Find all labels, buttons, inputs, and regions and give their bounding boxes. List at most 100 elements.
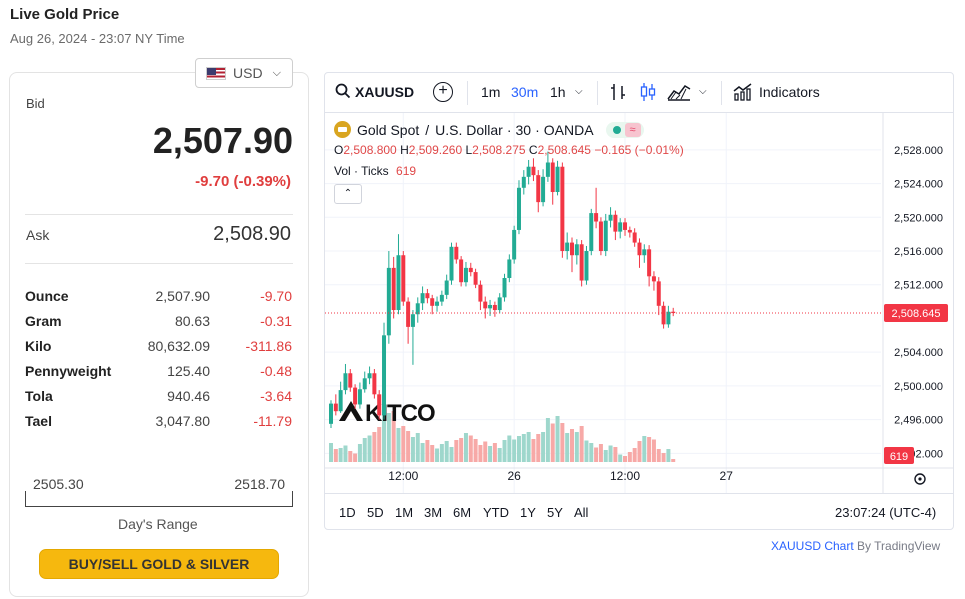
area-chart-icon[interactable]: [667, 83, 691, 104]
candle-body: [343, 373, 348, 391]
candle-body: [647, 249, 652, 277]
legend-dot: ·: [506, 121, 512, 138]
candle-body: [492, 304, 497, 311]
candle-body: [565, 242, 570, 252]
divider: [721, 81, 722, 105]
interval-30m[interactable]: 30m: [511, 84, 539, 100]
unit-price: 80.63: [174, 313, 210, 329]
range-ytd[interactable]: YTD: [483, 505, 509, 520]
volume-bar: [603, 450, 608, 462]
volume-bar: [550, 423, 555, 462]
candle-body: [435, 301, 440, 306]
buy-sell-button[interactable]: BUY/SELL GOLD & SILVER: [39, 549, 279, 579]
volume-bar: [338, 448, 343, 462]
range-1m[interactable]: 1M: [395, 505, 414, 520]
xauusd-chart-link[interactable]: XAUUSD Chart: [771, 539, 854, 553]
unit-name: Tael: [25, 413, 52, 429]
bid-price: 2,507.90: [152, 120, 293, 161]
search-icon[interactable]: [335, 83, 351, 102]
unit-change: -0.48: [260, 363, 292, 379]
unit-change: -9.70: [260, 288, 292, 304]
candle-body: [589, 213, 594, 252]
legend-title: Gold Spot: [357, 121, 420, 138]
close-value: 2,508.645: [537, 143, 591, 157]
volume-bar: [362, 438, 367, 462]
range-all[interactable]: All: [574, 505, 589, 520]
range-1y[interactable]: 1Y: [520, 505, 536, 520]
volume-bar: [560, 423, 565, 462]
chevron-down-icon[interactable]: ⌵: [575, 86, 583, 97]
candle-body: [483, 301, 488, 309]
volume-bar: [545, 418, 550, 462]
unit-name: Kilo: [25, 338, 52, 354]
volume-bar: [555, 416, 560, 462]
candle-body: [603, 220, 608, 252]
kitco-logo-icon: [339, 401, 363, 421]
volume-bar: [642, 436, 647, 462]
candle-body: [396, 255, 401, 311]
compare-plus-icon[interactable]: +: [433, 82, 453, 102]
unit-change: -311.86: [245, 338, 292, 354]
volume-bar: [367, 435, 372, 462]
bar-chart-icon[interactable]: [609, 82, 627, 105]
currency-select[interactable]: USD ⌵: [195, 58, 293, 88]
volume-bar: [526, 432, 531, 462]
candle-body: [637, 242, 642, 256]
volume-bar: [473, 439, 478, 462]
volume-bar: [565, 433, 570, 462]
unit-change: -0.31: [260, 313, 292, 329]
volume-bar: [478, 445, 483, 462]
candle-body: [570, 242, 574, 256]
chevron-down-icon[interactable]: ⌵: [699, 86, 707, 97]
y-tick-label: 2,512.000: [894, 280, 943, 292]
price-chart[interactable]: 2,528.000 2,524.000 2,520.000 2,516.000 2,51…: [325, 113, 953, 493]
candle-body: [425, 293, 430, 299]
candle-body: [545, 162, 550, 177]
candle-body: [454, 246, 459, 260]
volume-bar: [449, 447, 454, 462]
interval-1m[interactable]: 1m: [481, 84, 501, 100]
range-5y[interactable]: 5Y: [547, 505, 563, 520]
chart-toolbar: XAUUSD + 1m 30m 1h ⌵ ⌵ Indicators: [325, 73, 953, 113]
volume-bar: [627, 452, 632, 462]
volume-bar: [439, 444, 444, 462]
chevron-up-icon[interactable]: ⌃: [334, 184, 362, 204]
candle-body: [420, 293, 425, 304]
volume-bar: [618, 454, 623, 462]
candle-body: [473, 272, 478, 285]
market-open-icon: [612, 125, 621, 134]
legend-pair: U.S. Dollar: [435, 121, 503, 138]
divider: [25, 214, 293, 215]
volume-bar: [594, 447, 599, 462]
range-5d[interactable]: 5D: [367, 505, 384, 520]
candle-body: [594, 213, 599, 222]
volume-bar: [329, 443, 333, 462]
volume-bar: [430, 445, 435, 462]
candle-body: [353, 387, 358, 405]
volume-bar: [463, 433, 468, 462]
timestamp: Aug 26, 2024 - 23:07 NY Time: [10, 31, 185, 46]
volume-bar: [497, 448, 502, 462]
us-flag-icon: [206, 66, 226, 80]
unit-name: Tola: [25, 388, 53, 404]
volume-bar: [502, 440, 507, 462]
delayed-icon: ≈: [624, 122, 641, 137]
indicators-icon[interactable]: [733, 83, 753, 104]
candles-icon[interactable]: [639, 82, 657, 105]
bid-change: -9.70 (-0.39%): [195, 173, 291, 190]
volume-bar: [420, 443, 425, 462]
indicators-button[interactable]: Indicators: [759, 84, 820, 100]
volume-bar: [531, 439, 536, 462]
candle-body: [671, 311, 676, 314]
range-3m[interactable]: 3M: [424, 505, 443, 520]
range-6m[interactable]: 6M: [453, 505, 472, 520]
volume-bar: [425, 440, 430, 462]
unit-name: Gram: [25, 313, 62, 329]
candle-body: [507, 259, 512, 278]
range-1d[interactable]: 1D: [339, 505, 356, 520]
candle-body: [415, 303, 420, 315]
interval-1h[interactable]: 1h: [550, 84, 566, 100]
symbol-search[interactable]: XAUUSD: [355, 84, 415, 100]
unit-row-gram: Gram 80.63 -0.31: [25, 313, 295, 338]
volume-bar: [343, 445, 348, 462]
